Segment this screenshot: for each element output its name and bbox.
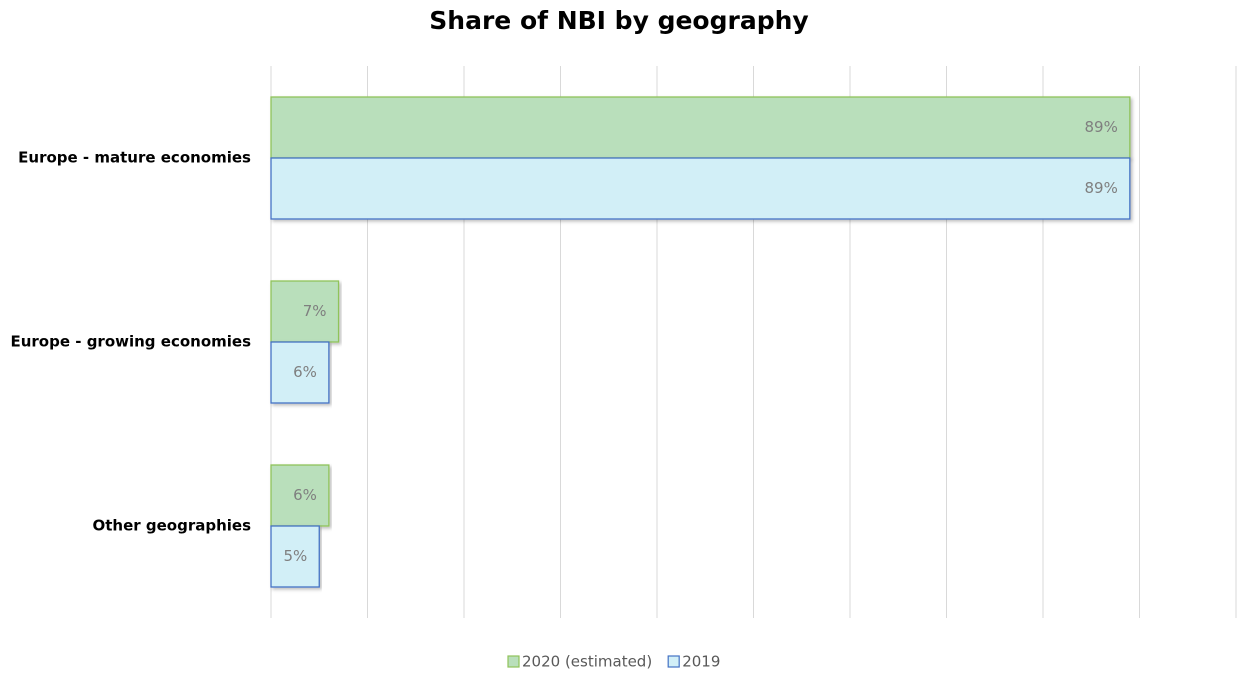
chart-title: Share of NBI by geography	[429, 6, 808, 35]
y-tick-label: Europe - growing economies	[10, 333, 251, 351]
bar	[270, 525, 320, 588]
data-label: 6%	[293, 363, 317, 381]
legend-swatch	[507, 655, 520, 668]
legend-label: 2020 (estimated)	[522, 653, 652, 671]
bar	[270, 157, 1131, 220]
data-label: 89%	[1085, 118, 1118, 136]
legend-label: 2019	[682, 653, 720, 671]
data-label: 7%	[303, 302, 327, 320]
legend-swatch	[667, 655, 680, 668]
bar	[270, 280, 340, 343]
y-tick-label: Europe - mature economies	[18, 149, 251, 167]
bar	[270, 341, 330, 404]
data-label: 5%	[283, 547, 307, 565]
bar	[270, 96, 1131, 159]
data-label: 89%	[1085, 179, 1118, 197]
y-tick-label: Other geographies	[92, 517, 251, 535]
bar	[270, 464, 330, 527]
data-label: 6%	[293, 486, 317, 504]
